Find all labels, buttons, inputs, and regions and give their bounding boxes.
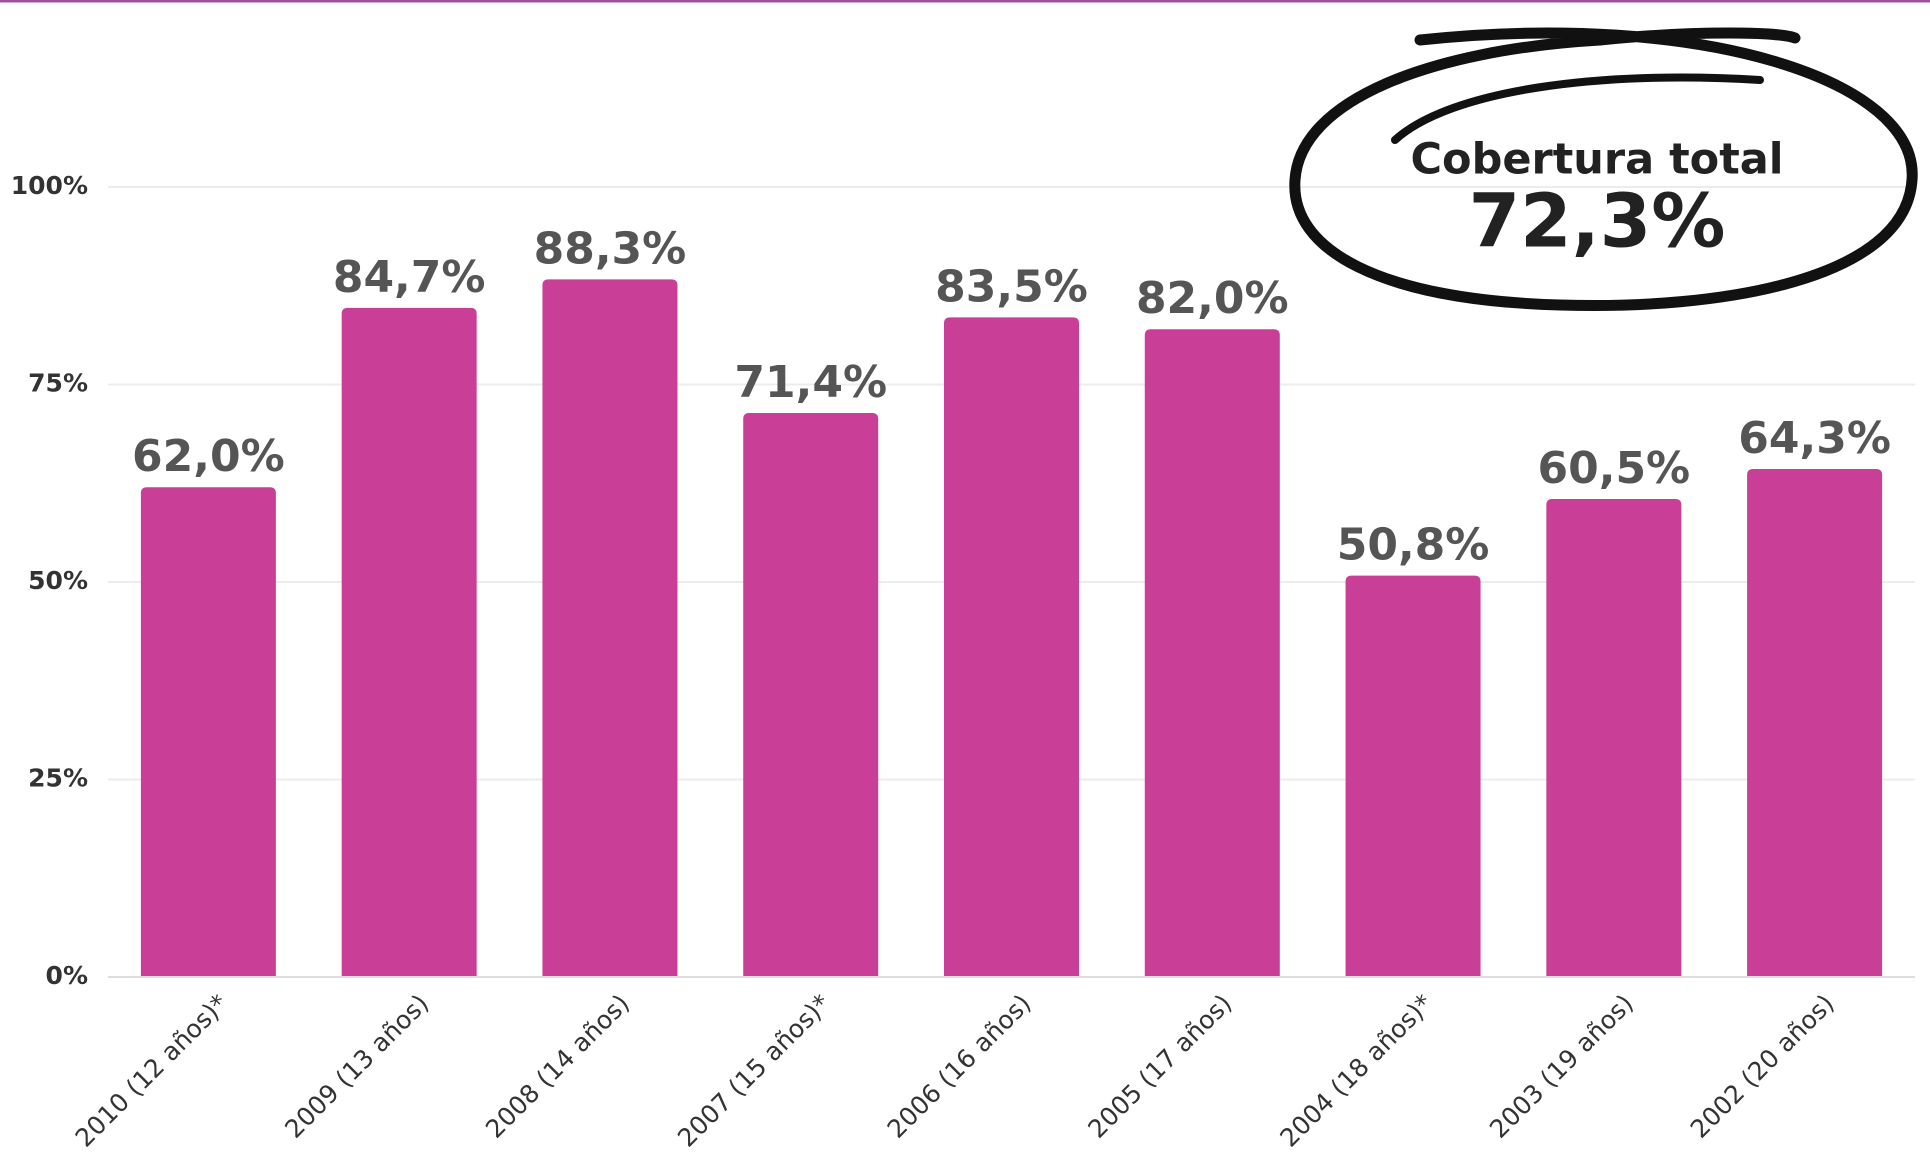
bar: [141, 487, 276, 977]
bar: [542, 279, 677, 977]
value-label: 60,5%: [1538, 443, 1691, 494]
x-tick-label: 2008 (14 años): [480, 989, 635, 1144]
plot: 0% 25% 50% 75% 100% 62,0% 2010 (12 años)* 84,7%…: [11, 171, 1915, 1153]
x-tick-label: 2003 (19 años): [1484, 989, 1639, 1144]
value-label: 82,0%: [1136, 273, 1289, 324]
y-tick-label: 100%: [11, 171, 88, 200]
bar: [1145, 329, 1280, 977]
x-tick-label: 2004 (18 años)*: [1274, 989, 1438, 1153]
x-tick-label: 2009 (13 años): [279, 989, 434, 1144]
y-tick-label: 25%: [28, 764, 88, 793]
annotation-stroke: [1395, 78, 1760, 141]
annotation-title: Cobertura total: [1410, 135, 1783, 185]
y-tick-label: 75%: [28, 369, 88, 398]
bar: [1546, 499, 1681, 977]
value-label: 84,7%: [333, 252, 486, 303]
value-label: 83,5%: [935, 261, 1088, 312]
annotation: Cobertura total 72,3%: [1295, 33, 1912, 306]
x-tick-label: 2006 (16 años): [882, 989, 1037, 1144]
bar: [743, 413, 878, 977]
bar: [1747, 469, 1882, 977]
y-tick-label: 0%: [46, 961, 88, 990]
annotation-value: 72,3%: [1469, 179, 1726, 265]
value-label: 62,0%: [132, 431, 285, 482]
x-tick-label: 2005 (17 años): [1082, 989, 1237, 1144]
value-label: 71,4%: [734, 357, 887, 408]
bar: [1346, 576, 1481, 977]
value-label: 64,3%: [1738, 413, 1891, 464]
bar: [944, 317, 1079, 977]
x-tick-label: 2007 (15 años)*: [672, 989, 836, 1153]
value-label: 88,3%: [534, 223, 687, 274]
x-tick-label: 2010 (12 años)*: [70, 989, 234, 1153]
x-tick-label: 2002 (20 años): [1685, 989, 1840, 1144]
bar: [342, 308, 477, 977]
value-label: 50,8%: [1337, 520, 1490, 571]
y-tick-label: 50%: [28, 566, 88, 595]
chart: 0% 25% 50% 75% 100% 62,0% 2010 (12 años)* 84,7%…: [0, 0, 1930, 1162]
